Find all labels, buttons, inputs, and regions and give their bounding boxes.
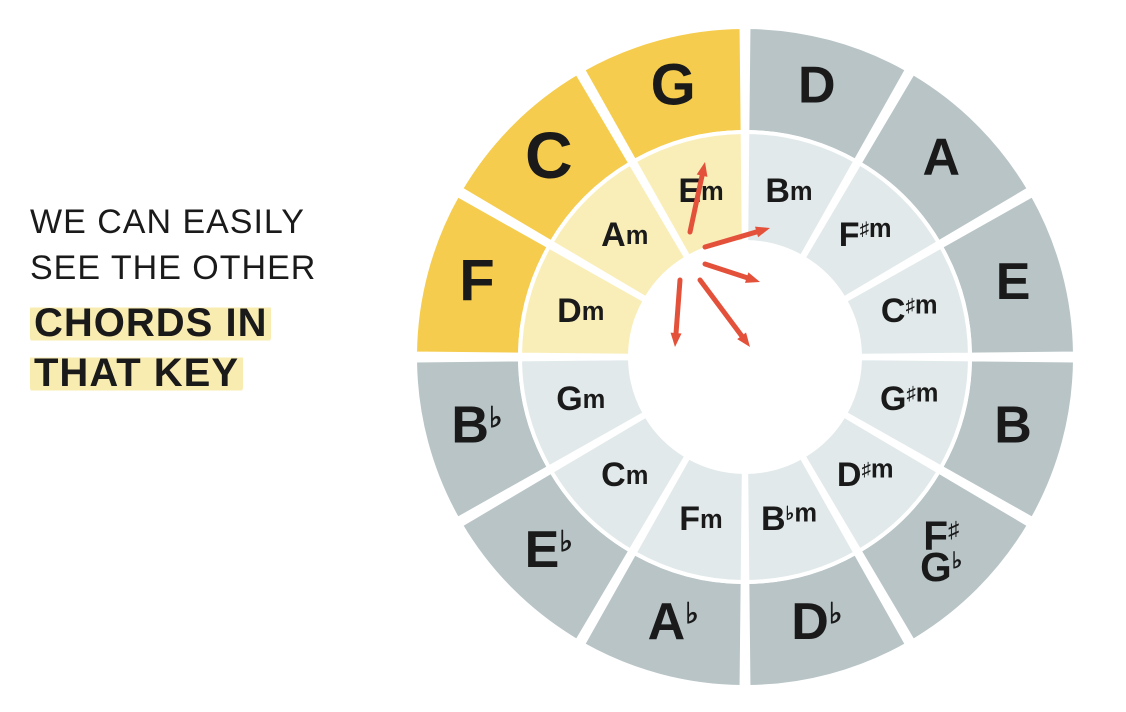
caption-block: We can easily see the other chords in th… xyxy=(30,200,390,398)
outer-label-f: F xyxy=(459,249,494,314)
caption-line-2: see the other xyxy=(30,246,390,292)
outer-label-d: D xyxy=(798,57,836,115)
caption-emphasis-1: chords in xyxy=(30,298,390,348)
inner-label-cm: Cm xyxy=(601,456,648,494)
inner-label-dm: Dm xyxy=(557,292,604,330)
inner-label-bm: Bm xyxy=(765,172,812,210)
circle-of-fifths: GEmDBmAF♯mEC♯mBG♯mF♯G♭D♯mD♭B♭mA♭FmE♭CmB♭… xyxy=(400,12,1090,702)
inner-label-fm: Fm xyxy=(679,500,722,538)
outer-label-c: C xyxy=(525,118,573,192)
inner-label-am: Am xyxy=(601,216,648,254)
outer-label-e: E xyxy=(996,253,1031,311)
outer-label-a: A xyxy=(922,129,960,187)
inner-label-gm: Gm xyxy=(556,380,605,418)
outer-label-b: B xyxy=(994,397,1032,455)
caption-emphasis-2: that key xyxy=(30,348,390,398)
caption-line-1: We can easily xyxy=(30,200,390,246)
outer-label-g: G xyxy=(651,52,696,117)
